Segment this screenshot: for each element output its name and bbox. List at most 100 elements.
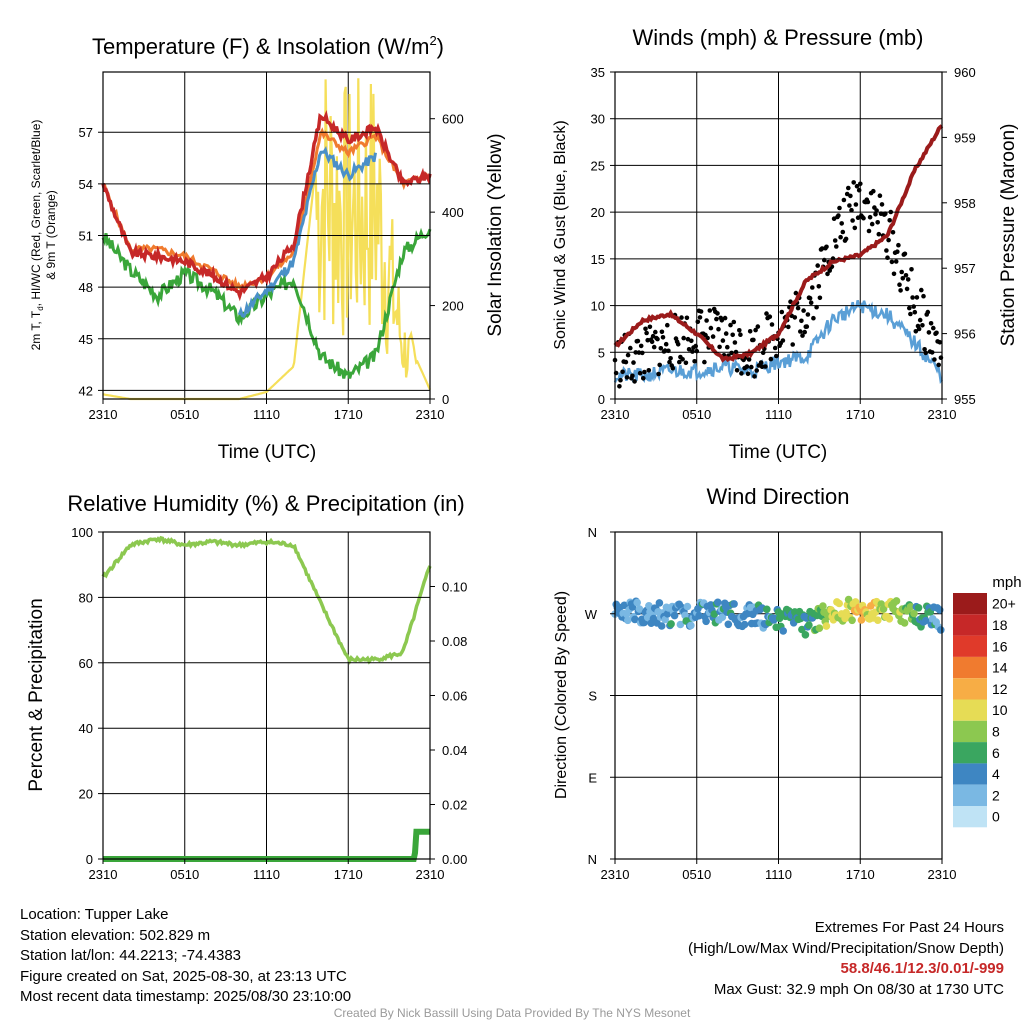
gust-point (914, 295, 920, 300)
humidity-plot-area (101, 532, 432, 862)
gust-point (893, 259, 899, 264)
direction-point (879, 605, 888, 613)
gust-point (912, 309, 918, 315)
temperature-ylabel-left: 2m T, Td, HI/WC (Red, Green, Scarlet/Blu… (29, 120, 45, 351)
gust-point (695, 319, 701, 325)
gust-point (632, 379, 637, 384)
gust-point (749, 364, 754, 370)
direction-point (695, 611, 703, 620)
gust-point (871, 188, 876, 194)
direction-point (914, 604, 923, 612)
colorbar-label: 16 (992, 638, 1008, 654)
direction-point (670, 611, 679, 620)
gust-point (852, 225, 858, 231)
gust-point (834, 244, 839, 249)
gust-point (752, 374, 757, 379)
gust-point (680, 357, 685, 362)
sonic-wind-line (613, 300, 943, 384)
gust-point (723, 331, 729, 336)
info-created: Figure created on Sat, 2025-08-30, at 23… (20, 967, 347, 985)
gust-point (907, 305, 912, 311)
direction-title: Wind Direction (706, 484, 849, 509)
humidity-xtick-label: 1110 (253, 867, 280, 882)
gust-point (679, 315, 684, 320)
winds-ylabel-left: Sonic Wind & Gust (Blue, Black) (552, 120, 569, 349)
colorbar-swatch (953, 635, 987, 657)
direction-plot-area (611, 531, 945, 860)
gust-point (702, 359, 707, 365)
humidity-ytick-right-label: 0.00 (442, 852, 467, 867)
gust-point (758, 360, 764, 365)
gust-point (922, 347, 927, 352)
gust-point (884, 248, 889, 253)
gust-point (853, 202, 859, 207)
gust-point (931, 325, 936, 331)
humidity-xtick-label: 1710 (334, 867, 363, 882)
gust-point (875, 220, 880, 225)
gust-point (624, 375, 630, 380)
gust-point (896, 242, 901, 248)
colorbar-label: 18 (992, 617, 1008, 633)
info-latlon: Station lat/lon: 44.2213; -74.4383 (20, 947, 242, 964)
humidity-panel: Relative Humidity (%) & Precipitation (i… (26, 491, 467, 882)
gust-point (936, 362, 941, 368)
winds-ytick-right-label: 955 (954, 392, 976, 407)
gust-point (837, 205, 842, 211)
gust-point (819, 246, 825, 251)
direction-point (921, 616, 930, 625)
direction-point (900, 619, 909, 627)
gust-point (825, 271, 830, 277)
gust-point (792, 315, 798, 320)
direction-point (910, 609, 918, 618)
direction-point (724, 620, 733, 629)
gust-point (851, 180, 856, 185)
colorbar-label: 10 (992, 702, 1008, 718)
direction-point (633, 598, 641, 607)
gust-point (824, 244, 829, 250)
gust-point (725, 344, 730, 350)
temperature-panel: Temperature (F) & Insolation (W/m2) 2310… (29, 33, 506, 463)
humidity-ylabel-left: Percent & Precipitation (26, 598, 47, 791)
humidity-ytick-label: 100 (71, 525, 93, 540)
temperature-xtick-label: 0510 (170, 407, 199, 422)
gust-point (838, 234, 843, 240)
gust-point (898, 288, 903, 293)
gust-point (728, 322, 733, 328)
gust-point (717, 344, 722, 350)
colorbar-swatch (953, 763, 987, 785)
gust-point (916, 326, 922, 332)
direction-xtick-label: 1110 (765, 867, 792, 882)
gust-point (911, 304, 916, 309)
gust-point (659, 329, 665, 335)
temperature-ylabel-left-line2: & 9m T (Orange) (44, 190, 58, 280)
extremes-legend: (High/Low/Max Wind/Precipitation/Snow De… (688, 939, 1004, 957)
gust-point (805, 312, 811, 317)
gust-point (656, 371, 661, 377)
gust-point (628, 345, 633, 351)
direction-point (710, 610, 719, 618)
gust-point (681, 335, 686, 341)
direction-point (683, 602, 692, 611)
winds-xtick-label: 0510 (682, 407, 711, 422)
winds-xtick-label: 1710 (846, 407, 875, 422)
winds-ytick-right-label: 956 (954, 327, 976, 342)
gust-point (716, 326, 721, 332)
gust-point (667, 359, 672, 365)
gust-point (873, 212, 878, 217)
direction-xtick-label: 2310 (601, 867, 630, 882)
direction-point (620, 601, 629, 610)
gust-point (646, 368, 652, 373)
gust-point (891, 271, 897, 277)
gust-point (663, 341, 669, 347)
gust-point (683, 360, 689, 366)
temperature-ytick-label: 45 (79, 332, 93, 347)
gust-point (850, 218, 855, 223)
temperature-xtick-label: 2310 (89, 407, 118, 422)
humidity-xtick-label: 2310 (89, 867, 118, 882)
gust-point (840, 229, 846, 235)
gust-point (913, 329, 919, 334)
gust-point (865, 199, 871, 205)
